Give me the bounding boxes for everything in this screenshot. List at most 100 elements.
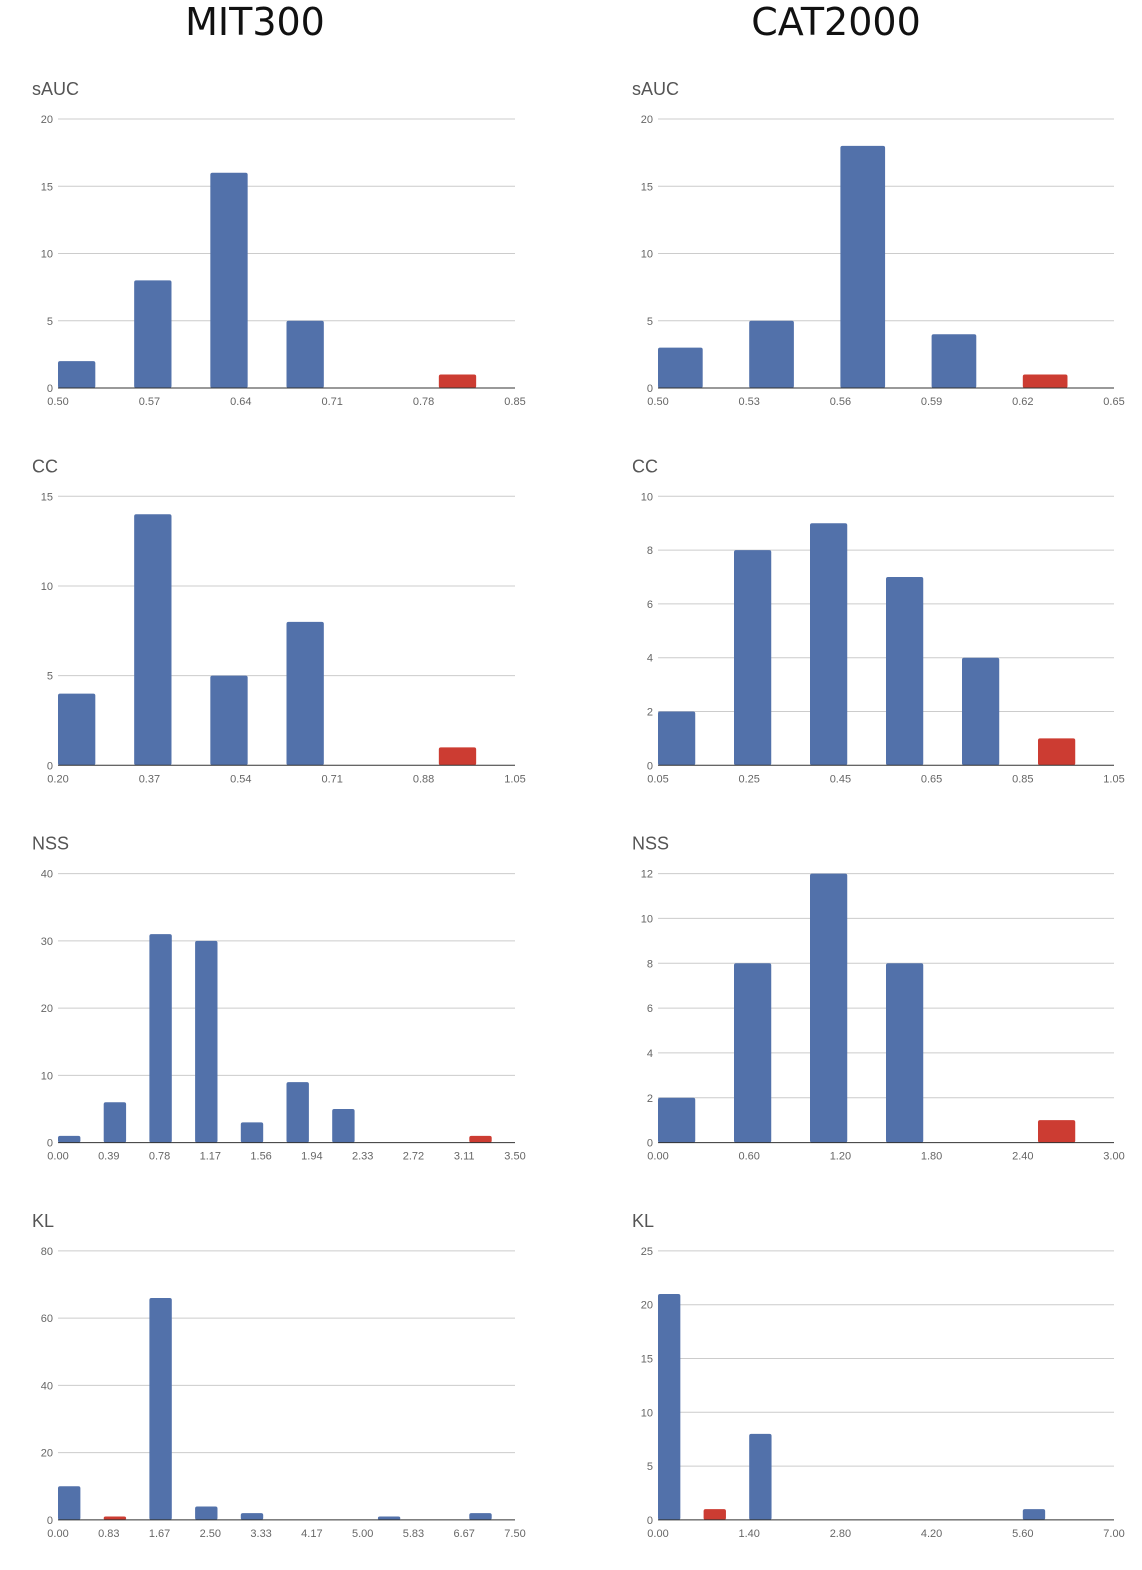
cat2000-nss-chart-title: NSS <box>632 834 669 854</box>
cat2000-kl-x-tick-label: 0.00 <box>647 1528 668 1540</box>
mit300-kl-bar <box>377 1516 401 1520</box>
cat2000-sauc-bar <box>658 347 703 388</box>
mit300-kl-x-tick-label: 0.83 <box>98 1528 119 1540</box>
cat2000-kl-x-tick-label: 1.40 <box>738 1528 759 1540</box>
mit300-kl-x-tick-label: 4.17 <box>301 1528 322 1540</box>
mit300-kl-y-tick-label: 40 <box>41 1380 53 1392</box>
cat2000-kl-y-tick-label: 15 <box>641 1354 653 1366</box>
cat2000-nss-bar <box>810 873 848 1143</box>
cat2000-sauc-x-tick-label: 0.56 <box>830 396 851 408</box>
cat2000-sauc-x-tick-label: 0.59 <box>921 396 942 408</box>
mit300-sauc-chart-title: sAUC <box>32 79 79 99</box>
mit300-cc-x-tick-label: 0.71 <box>321 773 342 785</box>
cat2000-kl-bar <box>1022 1509 1046 1520</box>
mit300-sauc-x-tick-label: 0.64 <box>230 396 251 408</box>
mit300-kl-bar <box>58 1486 81 1520</box>
cat2000-sauc-chart-title: sAUC <box>632 79 679 99</box>
cat2000-kl-highlight-bar <box>703 1509 726 1520</box>
mit300-nss-x-tick-label: 2.72 <box>403 1151 424 1163</box>
cat2000-nss-highlight-bar <box>1038 1120 1076 1143</box>
cat2000-cc-y-tick-label: 0 <box>647 760 653 772</box>
mit300-nss-y-tick-label: 0 <box>47 1138 53 1150</box>
cat2000-cc-y-tick-label: 4 <box>647 653 653 665</box>
mit300-sauc-bar <box>210 172 248 388</box>
cat2000-sauc-x-tick-label: 0.50 <box>647 396 668 408</box>
mit300-kl-x-tick-label: 6.67 <box>454 1528 475 1540</box>
cat2000-cc-y-tick-label: 8 <box>647 545 653 557</box>
mit300-kl-x-tick-label: 2.50 <box>200 1528 221 1540</box>
cat2000-nss-x-tick-label: 1.20 <box>830 1151 851 1163</box>
mit300-nss-highlight-bar <box>469 1135 492 1143</box>
mit300-kl-y-tick-label: 0 <box>47 1515 53 1527</box>
mit300-nss-x-tick-label: 0.78 <box>149 1151 170 1163</box>
mit300-nss-x-tick-label: 1.17 <box>200 1151 221 1163</box>
cat2000-cc-x-tick-label: 0.45 <box>830 773 851 785</box>
cat2000-sauc-bar <box>931 334 977 388</box>
mit300-cc-y-tick-label: 5 <box>47 671 53 683</box>
mit300-nss-x-tick-label: 1.94 <box>301 1151 322 1163</box>
cat2000-nss-y-tick-label: 8 <box>647 958 653 970</box>
mit300-cc-bar <box>58 693 96 766</box>
mit300-kl-y-tick-label: 20 <box>41 1448 53 1460</box>
cat2000-cc-x-tick-label: 0.25 <box>738 773 759 785</box>
mit300-sauc-y-tick-label: 10 <box>41 249 53 261</box>
cat2000-nss-bar <box>658 1097 696 1143</box>
cat2000-cc-highlight-bar <box>1038 738 1076 766</box>
mit300-cc-y-tick-label: 15 <box>41 491 53 503</box>
mit300-sauc-highlight-bar <box>438 374 477 388</box>
mit300-nss-bar <box>103 1102 127 1143</box>
mit300-kl-x-tick-label: 1.67 <box>149 1528 170 1540</box>
mit300-sauc-x-tick-label: 0.71 <box>321 396 342 408</box>
mit300-kl-y-tick-label: 60 <box>41 1313 53 1325</box>
mit300-cc-x-tick-label: 0.37 <box>139 773 160 785</box>
cat2000-kl-y-tick-label: 10 <box>641 1407 653 1419</box>
mit300-cc-x-tick-label: 0.54 <box>230 773 251 785</box>
cat2000-cc-y-tick-label: 6 <box>647 599 653 611</box>
mit300-kl-y-tick-label: 80 <box>41 1246 53 1258</box>
mit300-kl-highlight-bar <box>103 1516 127 1520</box>
cat2000-kl-y-tick-label: 25 <box>641 1246 653 1258</box>
mit300-nss-y-tick-label: 30 <box>41 936 53 948</box>
cat2000-nss-bar <box>734 963 772 1143</box>
cat2000-nss-x-tick-label: 0.00 <box>647 1151 668 1163</box>
cat2000-nss-y-tick-label: 2 <box>647 1093 653 1105</box>
mit300-kl-x-tick-label: 7.50 <box>504 1528 525 1540</box>
mit300-kl-bar <box>469 1513 492 1520</box>
mit300-cc-x-tick-label: 0.88 <box>413 773 434 785</box>
cat2000-kl-x-tick-label: 5.60 <box>1012 1528 1033 1540</box>
cat2000-kl-x-tick-label: 2.80 <box>830 1528 851 1540</box>
mit300-sauc-bar <box>286 320 324 388</box>
mit300-nss-x-tick-label: 3.50 <box>504 1151 525 1163</box>
mit300-sauc-x-tick-label: 0.85 <box>504 396 525 408</box>
mit300-cc-highlight-bar <box>438 747 477 766</box>
cat2000-sauc-y-tick-label: 5 <box>647 316 653 328</box>
cat2000-kl-y-tick-label: 20 <box>641 1300 653 1312</box>
cat2000-nss-y-tick-label: 0 <box>647 1138 653 1150</box>
mit300-kl-bar <box>149 1297 172 1520</box>
cat2000-cc-bar <box>886 577 924 766</box>
mit300-kl-chart-title: KL <box>32 1211 54 1231</box>
cat2000-sauc-highlight-bar <box>1022 374 1068 388</box>
mit300-nss-x-tick-label: 0.00 <box>47 1151 68 1163</box>
mit300-cc-chart-title: CC <box>32 456 58 476</box>
cat2000-cc-bar <box>810 523 848 766</box>
mit300-nss-x-tick-label: 2.33 <box>352 1151 373 1163</box>
cat2000-kl-y-tick-label: 0 <box>647 1515 653 1527</box>
mit300-cc-bar <box>210 675 248 766</box>
cat2000-nss-y-tick-label: 6 <box>647 1003 653 1015</box>
cat2000-kl-bar <box>749 1433 772 1520</box>
mit300-cc-bar <box>134 514 172 766</box>
cat2000-sauc-y-tick-label: 10 <box>641 249 653 261</box>
mit300-sauc-y-tick-label: 15 <box>41 181 53 193</box>
cat2000-sauc-x-tick-label: 0.62 <box>1012 396 1033 408</box>
cat2000-kl-chart-title: KL <box>632 1211 654 1231</box>
mit300-sauc-x-tick-label: 0.78 <box>413 396 434 408</box>
cat2000-sauc-bar <box>749 320 794 388</box>
cat2000-kl-x-tick-label: 4.20 <box>921 1528 942 1540</box>
mit300-nss-x-tick-label: 1.56 <box>250 1151 271 1163</box>
cat2000-sauc-bar <box>840 145 886 388</box>
cat2000-cc-x-tick-label: 0.85 <box>1012 773 1033 785</box>
cat2000-sauc-y-tick-label: 0 <box>647 383 653 395</box>
mit300-nss-bar <box>240 1122 264 1143</box>
